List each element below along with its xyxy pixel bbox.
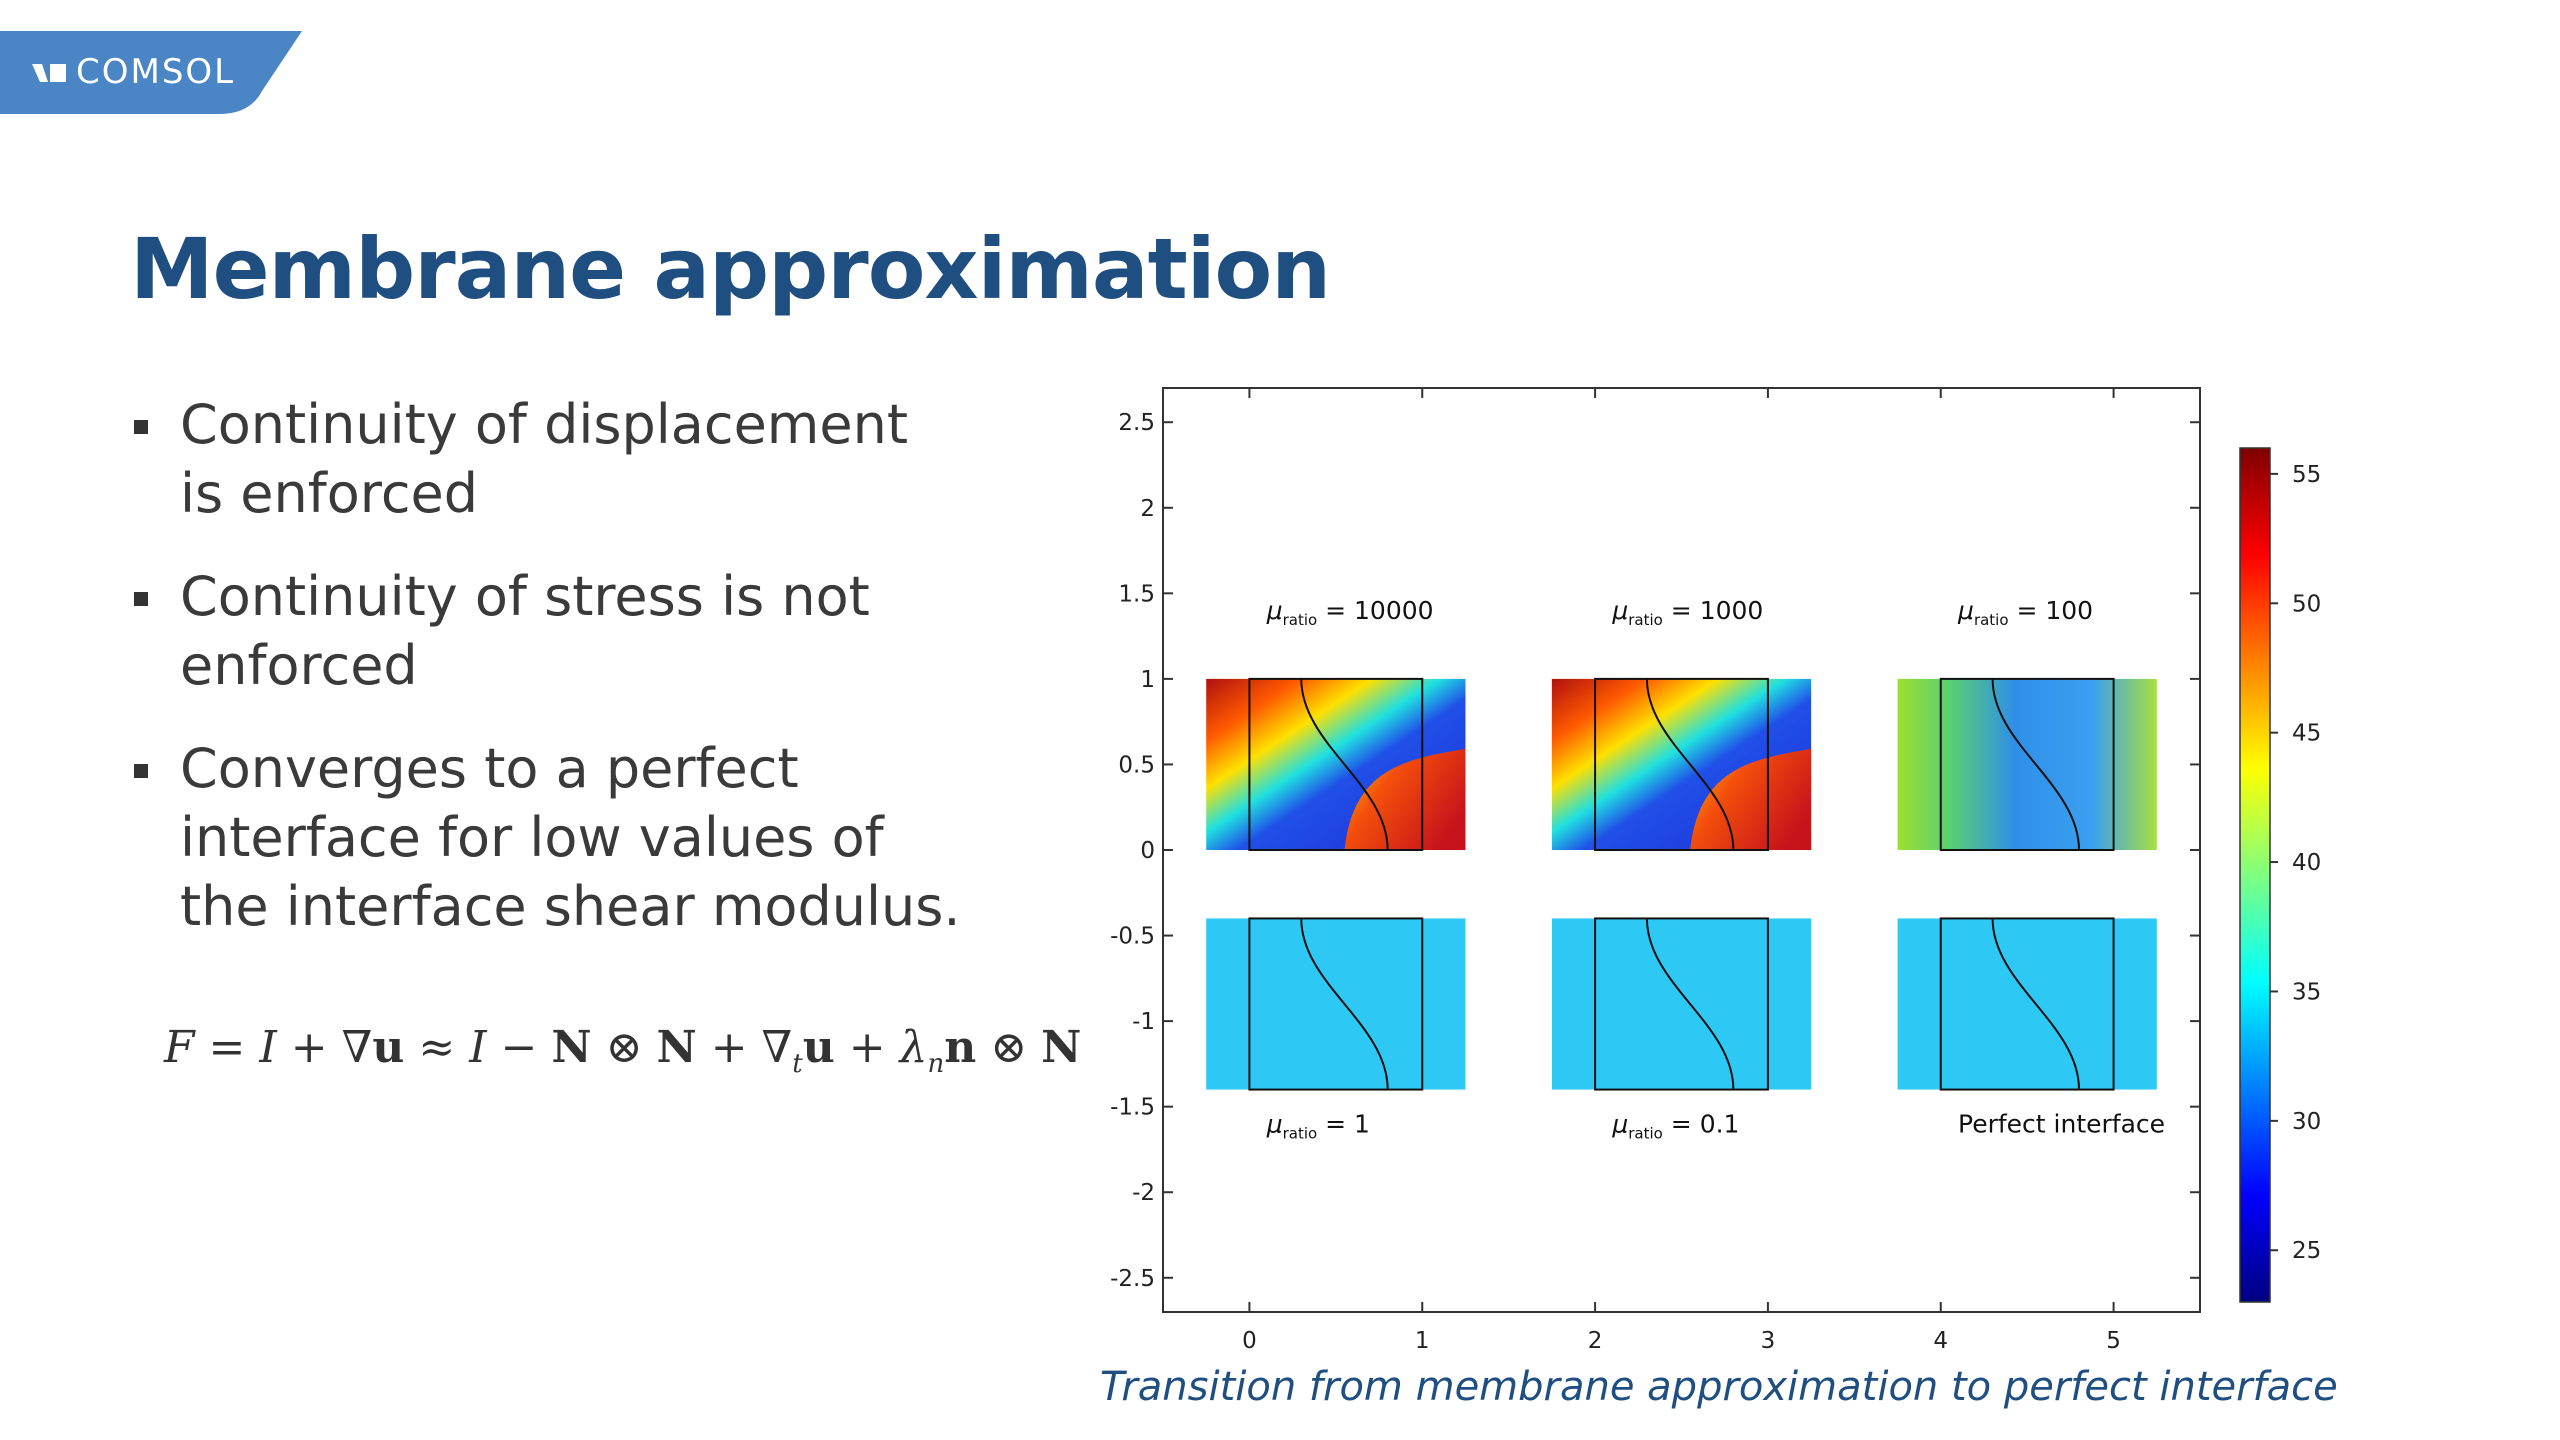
block-outline — [1248, 917, 1424, 1091]
colorbar — [2239, 447, 2271, 1303]
block-outline — [1248, 677, 1424, 852]
bullet-item: Converges to a perfect interface for low… — [130, 734, 1010, 941]
y-tick-label: -1 — [1132, 1009, 1155, 1035]
panel-label: μratio = 1000 — [1611, 596, 1763, 629]
y-tick-label: -2.5 — [1110, 1266, 1155, 1292]
x-tick-label: 2 — [1588, 1328, 1603, 1354]
bullet-square-icon — [134, 420, 148, 434]
bullet-item: Continuity of displacement is enforced — [130, 390, 1010, 528]
y-tick-label: 1.5 — [1118, 581, 1155, 607]
panel-label: μratio = 100 — [1957, 596, 2093, 629]
comsol-logo-icon — [32, 64, 66, 82]
panel-label: Perfect interface — [1958, 1109, 2165, 1138]
field-panel-top — [1551, 677, 1812, 852]
bullet-line: is enforced — [180, 462, 479, 525]
interface-curve — [1645, 678, 1735, 851]
bullet-line: Continuity of displacement — [180, 393, 909, 456]
bullet-square-icon — [134, 592, 148, 606]
y-tick-label: 2.5 — [1118, 410, 1155, 436]
field-panel-top — [1206, 677, 1466, 852]
colorbar-tick-label: 50 — [2292, 591, 2321, 617]
bullet-line: interface for low values of — [180, 806, 884, 869]
colorbar-tick-label: 45 — [2292, 721, 2321, 747]
x-tick-label: 1 — [1415, 1328, 1430, 1354]
field-fill — [1206, 918, 1466, 1090]
interface-curve — [1300, 918, 1389, 1090]
bullet-line: Converges to a perfect — [180, 737, 799, 800]
y-tick-label: 0 — [1140, 838, 1155, 864]
interface-curve — [1991, 918, 2081, 1090]
field-panel-bottom — [1897, 917, 2157, 1091]
block-outline — [1939, 917, 2115, 1091]
brand-logo-text: COMSOL — [76, 52, 236, 92]
field-panel-top — [1897, 677, 2157, 852]
block-outline — [1594, 677, 1769, 852]
panel-label: μratio = 1 — [1266, 1109, 1370, 1142]
x-tick-label: 0 — [1242, 1328, 1257, 1354]
colorbar-tick-label: 35 — [2292, 979, 2321, 1005]
bullet-item: Continuity of stress is not enforced — [130, 562, 1010, 700]
y-tick-label: 2 — [1140, 496, 1155, 522]
panel-label: μratio = 0.1 — [1611, 1109, 1739, 1142]
colorbar-tick-label: 25 — [2292, 1238, 2321, 1264]
x-tick-label: 3 — [1761, 1328, 1776, 1354]
bullet-square-icon — [134, 764, 148, 778]
block-outline — [1594, 917, 1769, 1091]
interface-curve — [1300, 678, 1389, 851]
interface-curve — [1991, 678, 2081, 851]
brand-tab — [0, 31, 302, 114]
figure-caption: Transition from membrane approximation t… — [1100, 1364, 2338, 1410]
slide-title: Membrane approximation — [130, 220, 1331, 318]
field-fill — [1897, 918, 2157, 1090]
field-warm-lobe — [1344, 748, 1466, 850]
field-fill — [1551, 918, 1812, 1090]
field-warm-lobe — [1690, 748, 1812, 850]
bullet-line: the interface shear modulus. — [180, 875, 961, 938]
field-panel-bottom — [1551, 917, 1812, 1091]
deformation-gradient-formula: F = I + ∇u ≈ I − N ⊗ N + ∇tu + λnn ⊗ N — [164, 1022, 1082, 1079]
y-tick-label: -2 — [1132, 1180, 1155, 1206]
y-tick-label: -0.5 — [1110, 924, 1155, 950]
bullet-line: Continuity of stress is not — [180, 565, 870, 628]
y-tick-label: 0.5 — [1118, 752, 1155, 778]
x-tick-label: 4 — [1933, 1328, 1948, 1354]
colorbar-tick-label: 30 — [2292, 1109, 2321, 1135]
block-outline — [1939, 677, 2115, 852]
field-fill — [1897, 678, 2157, 850]
y-tick-label: 1 — [1140, 667, 1155, 693]
field-panel-bottom — [1206, 917, 1466, 1091]
panel-label: μratio = 10000 — [1266, 596, 1434, 629]
bullet-line: enforced — [180, 634, 418, 697]
bullet-list: Continuity of displacement is enforced C… — [130, 390, 1010, 975]
interface-curve — [1645, 918, 1735, 1090]
colorbar-tick-label: 40 — [2292, 850, 2321, 876]
colorbar-tick-label: 55 — [2292, 462, 2321, 488]
x-tick-label: 5 — [2106, 1328, 2121, 1354]
y-tick-label: -1.5 — [1110, 1095, 1155, 1121]
